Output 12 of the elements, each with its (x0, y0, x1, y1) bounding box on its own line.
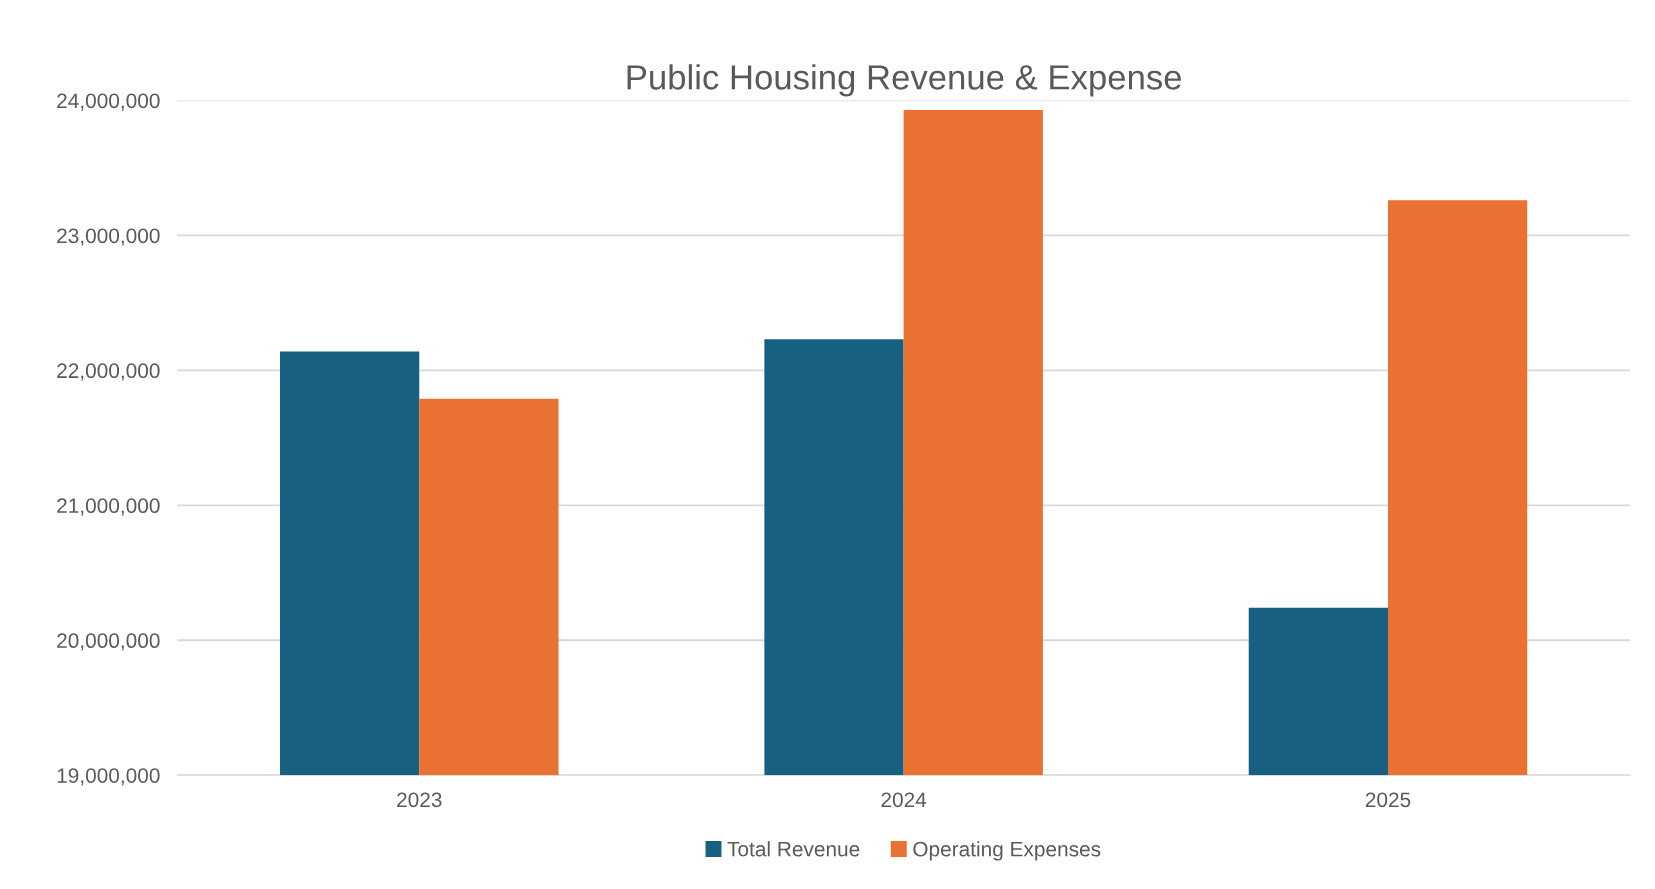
x-tick-label: 2024 (881, 792, 927, 808)
y-tick-label: 21,000,000 (57, 498, 160, 516)
legend-label: Operating Expenses (913, 841, 1101, 861)
chart-title: Public Housing Revenue & Expense (627, 64, 1182, 97)
y-tick-label: 24,000,000 (57, 93, 160, 111)
x-tick-label: 2023 (397, 792, 442, 808)
y-tick-label: 20,000,000 (57, 633, 160, 651)
y-tick-label: 23,000,000 (57, 228, 160, 246)
y-tick-label: 22,000,000 (57, 363, 160, 381)
x-tick-label: 2025 (1365, 792, 1411, 808)
y-tick-label: 19,000,000 (57, 768, 160, 786)
legend-label: Total Revenue (727, 841, 860, 857)
